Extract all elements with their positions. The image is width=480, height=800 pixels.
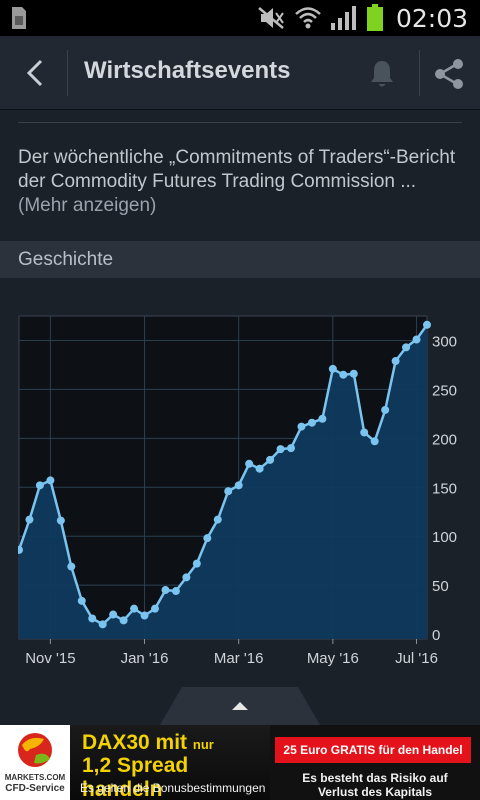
data-point	[328, 364, 337, 373]
divider	[18, 122, 462, 123]
data-point	[370, 437, 379, 446]
data-point	[318, 414, 327, 423]
back-arrow-icon	[26, 59, 43, 87]
data-point	[192, 559, 201, 568]
data-point	[56, 516, 65, 525]
y-tick-label: 250	[432, 382, 457, 399]
ad-risk-line1: Es besteht das Risiko auf	[302, 771, 448, 785]
data-point	[151, 604, 159, 613]
wifi-icon	[295, 7, 321, 29]
data-point	[130, 604, 139, 613]
data-point	[423, 320, 431, 329]
chevron-up-icon	[232, 702, 248, 710]
status-bar: 02:03	[0, 0, 480, 36]
expand-tab-shape	[160, 687, 320, 725]
data-point	[171, 587, 180, 596]
alert-button[interactable]	[360, 54, 404, 94]
data-point	[287, 444, 295, 453]
data-point	[245, 459, 254, 468]
mute-icon	[258, 7, 284, 29]
data-point	[307, 418, 316, 427]
x-tick-label: Jan '16	[121, 650, 169, 667]
x-tick-label: May '16	[307, 650, 359, 667]
data-point	[266, 455, 275, 464]
data-point	[297, 422, 306, 431]
share-button[interactable]	[426, 54, 472, 94]
data-point	[402, 343, 411, 352]
data-point	[213, 515, 222, 524]
signal-icon	[330, 6, 356, 30]
ad-subline: Es gelten die Bonusbestimmungen	[80, 781, 266, 795]
data-point	[140, 611, 149, 620]
data-point	[67, 562, 76, 571]
status-time: 02:03	[395, 3, 468, 33]
history-chart[interactable]: 0 50 100 150 200 250 300 Nov '15 Jan '16 Mar '16 M…	[18, 315, 464, 670]
sim-card-icon	[12, 7, 26, 29]
data-point	[88, 614, 97, 623]
event-description: Der wöchentliche „Commitments of Traders…	[18, 146, 464, 218]
ad-logo-line2: CFD-Service	[5, 783, 65, 794]
data-point	[25, 515, 34, 524]
ad-headline1-text: DAX30 mit	[82, 731, 188, 754]
expand-panel-button[interactable]	[160, 683, 320, 725]
ad-headline1: DAX30 mit nur	[82, 731, 214, 755]
share-icon	[435, 59, 463, 89]
data-point	[35, 481, 44, 490]
page-title: Wirtschaftsevents	[84, 57, 291, 84]
ad-headline2: 1,2 Spread handeln	[82, 754, 189, 800]
header-divider	[67, 50, 68, 96]
data-point	[224, 487, 233, 496]
data-point	[381, 405, 390, 414]
globe-logo-icon	[18, 733, 52, 767]
data-point	[349, 369, 358, 378]
data-point	[161, 586, 170, 595]
header-divider	[419, 50, 420, 96]
y-tick-label: 50	[432, 578, 449, 595]
data-point	[391, 357, 400, 366]
data-point	[412, 335, 421, 344]
x-tick-label: Nov '15	[25, 650, 75, 667]
series-line	[18, 324, 429, 626]
data-point	[276, 445, 285, 454]
battery-icon	[366, 4, 383, 31]
data-point	[203, 534, 212, 543]
chart-svg: 0 50 100 150 200 250 300 Nov '15 Jan '16 Mar '16 M…	[18, 315, 457, 667]
data-point	[119, 616, 128, 625]
data-point	[234, 481, 243, 490]
data-point	[77, 596, 86, 605]
data-point	[182, 573, 191, 582]
x-tick-label: Jul '16	[395, 650, 438, 667]
history-section-header: Geschichte	[0, 241, 480, 278]
data-point	[360, 428, 369, 437]
x-tick-label: Mar '16	[214, 650, 264, 667]
ad-logo-line1: MARKETS.COM	[4, 773, 66, 782]
action-bar: Wirtschaftsevents	[0, 36, 480, 110]
ad-offer-badge: 25 Euro GRATIS für den Handel	[275, 737, 471, 763]
ad-headline-block: DAX30 mit nur 1,2 Spread handeln Es gelt…	[70, 725, 270, 800]
y-tick-label: 200	[432, 431, 457, 448]
show-more-link[interactable]: (Mehr anzeigen)	[18, 195, 157, 216]
y-tick-label: 100	[432, 529, 457, 546]
ad-offer-block: 25 Euro GRATIS für den Handel Es besteht…	[270, 725, 480, 800]
y-tick-label: 0	[432, 627, 440, 644]
section-title: Geschichte	[18, 249, 114, 270]
data-point	[339, 370, 348, 379]
data-point	[46, 476, 55, 485]
bell-icon	[371, 61, 393, 87]
y-tick-label: 300	[432, 333, 457, 350]
y-tick-label: 150	[432, 480, 457, 497]
description-text: Der wöchentliche „Commitments of Traders…	[18, 147, 456, 192]
ad-logo: MARKETS.COM CFD-Service	[0, 725, 70, 800]
series-area	[19, 324, 427, 639]
back-button[interactable]	[10, 46, 60, 100]
ad-banner[interactable]: MARKETS.COM CFD-Service DAX30 mit nur 1,…	[0, 725, 480, 800]
data-point	[109, 610, 118, 619]
data-point	[255, 464, 264, 473]
data-point	[18, 545, 23, 554]
ad-risk-line2: Verlust des Kapitals	[317, 785, 433, 799]
ad-headline1-small: nur	[192, 737, 214, 752]
data-point	[98, 620, 107, 629]
